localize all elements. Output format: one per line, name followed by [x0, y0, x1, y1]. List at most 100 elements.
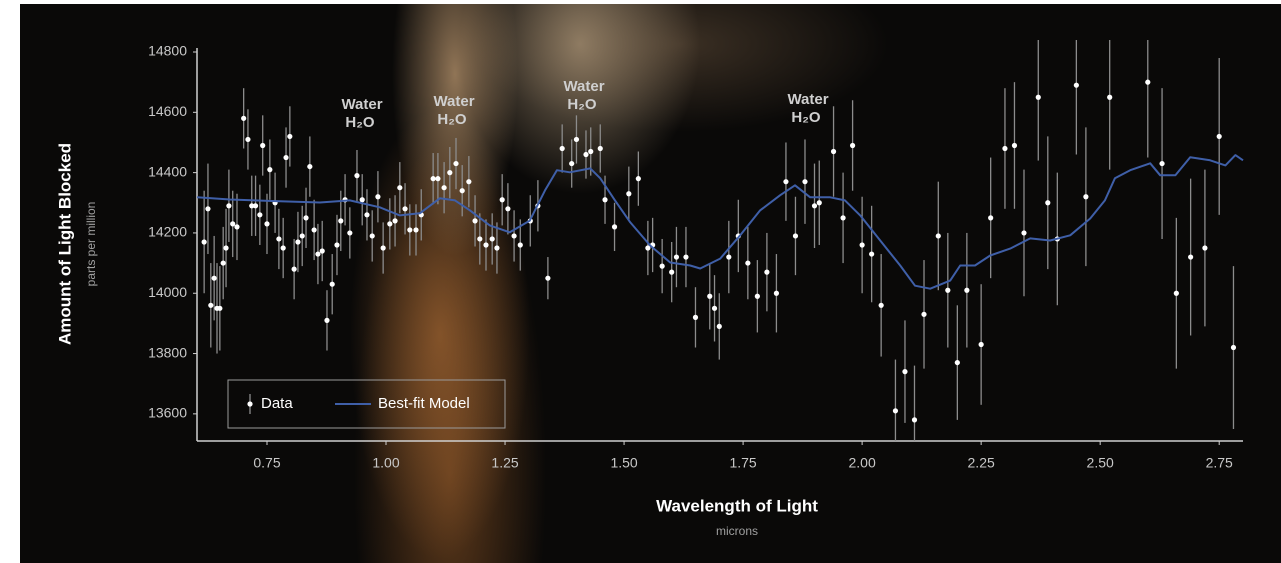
- data-point: [1107, 95, 1112, 100]
- x-tick-label: 2.75: [1206, 455, 1233, 471]
- data-point: [712, 306, 717, 311]
- data-point: [315, 251, 320, 256]
- data-point: [466, 179, 471, 184]
- data-point: [518, 242, 523, 247]
- data-point: [460, 188, 465, 193]
- data-point: [726, 254, 731, 259]
- data-point: [802, 179, 807, 184]
- data-point: [964, 288, 969, 293]
- x-tick-label: 2.00: [848, 455, 875, 471]
- data-point: [988, 215, 993, 220]
- y-axis-title: Amount of Light Blocked: [55, 143, 74, 345]
- y-tick-label: 14200: [148, 224, 187, 240]
- data-point: [472, 218, 477, 223]
- data-point: [717, 324, 722, 329]
- data-point: [560, 146, 565, 151]
- annotation-label: Water: [787, 91, 828, 108]
- data-point: [683, 254, 688, 259]
- data-point: [307, 164, 312, 169]
- data-point: [205, 206, 210, 211]
- data-point: [360, 197, 365, 202]
- data-point: [774, 291, 779, 296]
- data-point: [1188, 254, 1193, 259]
- data-point: [945, 288, 950, 293]
- data-point: [817, 200, 822, 205]
- data-point: [1145, 80, 1150, 85]
- data-point: [402, 206, 407, 211]
- data-point: [295, 239, 300, 244]
- annotation-label: Water: [433, 93, 474, 110]
- data-point: [626, 191, 631, 196]
- data-point: [217, 306, 222, 311]
- data-point: [441, 185, 446, 190]
- annotation-label: Water: [341, 96, 382, 113]
- data-point: [583, 152, 588, 157]
- data-point: [1002, 146, 1007, 151]
- data-point: [574, 137, 579, 142]
- x-axis-unit: microns: [716, 524, 758, 538]
- data-point: [303, 215, 308, 220]
- data-point: [490, 236, 495, 241]
- data-point: [879, 303, 884, 308]
- data-point: [431, 176, 436, 181]
- x-tick-label: 1.50: [610, 455, 637, 471]
- data-point: [483, 242, 488, 247]
- annotation-label: Water: [563, 78, 604, 95]
- data-point: [755, 294, 760, 299]
- data-point: [660, 264, 665, 269]
- data-point: [364, 212, 369, 217]
- data-point: [347, 230, 352, 235]
- data-point: [1217, 134, 1222, 139]
- data-point: [370, 233, 375, 238]
- x-tick-label: 1.75: [729, 455, 756, 471]
- page: Amount of Light Blocked parts per millio…: [0, 0, 1281, 563]
- data-point: [338, 218, 343, 223]
- annotation-formula: H₂O: [345, 114, 374, 131]
- data-point: [545, 276, 550, 281]
- data-point: [588, 149, 593, 154]
- data-point: [902, 369, 907, 374]
- data-point: [300, 233, 305, 238]
- x-tick-label: 2.50: [1087, 455, 1114, 471]
- data-point: [234, 224, 239, 229]
- data-point: [850, 143, 855, 148]
- data-point: [435, 176, 440, 181]
- data-point: [612, 224, 617, 229]
- data-point: [707, 294, 712, 299]
- data-point: [375, 194, 380, 199]
- data-point: [860, 242, 865, 247]
- data-point: [212, 276, 217, 281]
- data-point: [979, 342, 984, 347]
- data-point: [202, 239, 207, 244]
- data-point: [955, 360, 960, 365]
- data-point: [1074, 83, 1079, 88]
- data-point: [407, 227, 412, 232]
- data-point: [221, 260, 226, 265]
- data-point: [831, 149, 836, 154]
- data-point: [276, 236, 281, 241]
- data-point: [1174, 291, 1179, 296]
- y-axis-unit: parts per million: [84, 202, 98, 287]
- legend-label: Data: [261, 395, 293, 412]
- data-point: [693, 315, 698, 320]
- data-point: [1231, 345, 1236, 350]
- data-point: [893, 408, 898, 413]
- x-tick-label: 1.00: [372, 455, 399, 471]
- data-point: [674, 254, 679, 259]
- x-axis-title: Wavelength of Light: [656, 496, 818, 515]
- x-tick-label: 1.25: [491, 455, 518, 471]
- data-point: [569, 161, 574, 166]
- data-point: [413, 227, 418, 232]
- data-point: [453, 161, 458, 166]
- data-point: [226, 203, 231, 208]
- annotation-formula: H₂O: [791, 109, 820, 126]
- data-point: [669, 270, 674, 275]
- data-point: [387, 221, 392, 226]
- data-point: [912, 417, 917, 422]
- data-point: [936, 233, 941, 238]
- annotation-formula: H₂O: [567, 96, 596, 113]
- data-point: [392, 218, 397, 223]
- data-point: [283, 155, 288, 160]
- data-point: [505, 206, 510, 211]
- data-point: [312, 227, 317, 232]
